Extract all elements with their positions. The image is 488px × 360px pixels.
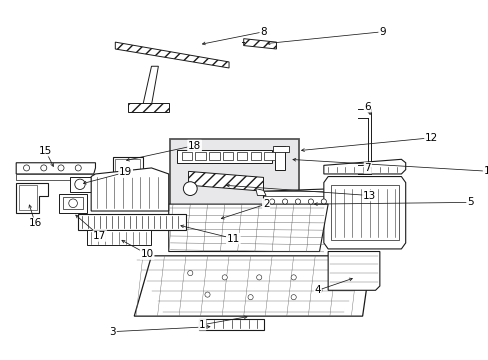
FancyBboxPatch shape xyxy=(169,139,298,216)
Circle shape xyxy=(269,199,274,204)
Polygon shape xyxy=(16,183,48,213)
Bar xyxy=(181,152,192,160)
Polygon shape xyxy=(134,256,370,316)
Polygon shape xyxy=(16,163,95,174)
Text: 3: 3 xyxy=(109,327,116,337)
Circle shape xyxy=(295,199,300,204)
Bar xyxy=(264,152,274,160)
Polygon shape xyxy=(115,159,140,189)
Circle shape xyxy=(282,199,287,204)
Polygon shape xyxy=(78,215,185,230)
Text: 13: 13 xyxy=(362,190,375,201)
Polygon shape xyxy=(274,147,285,170)
Circle shape xyxy=(75,165,81,171)
Circle shape xyxy=(290,294,296,300)
Circle shape xyxy=(222,275,227,280)
Bar xyxy=(250,152,261,160)
Circle shape xyxy=(23,165,29,171)
Text: 1: 1 xyxy=(199,320,205,330)
Circle shape xyxy=(41,165,47,171)
Polygon shape xyxy=(330,185,398,240)
Polygon shape xyxy=(263,189,340,208)
Polygon shape xyxy=(177,150,272,163)
Polygon shape xyxy=(323,176,405,249)
Polygon shape xyxy=(91,168,168,211)
Circle shape xyxy=(204,292,210,297)
Polygon shape xyxy=(263,191,340,195)
Bar xyxy=(195,152,205,160)
Polygon shape xyxy=(168,204,327,252)
Circle shape xyxy=(187,270,192,276)
Text: 19: 19 xyxy=(119,167,132,177)
Bar xyxy=(223,152,233,160)
Polygon shape xyxy=(16,174,94,180)
Text: 17: 17 xyxy=(93,231,106,241)
Polygon shape xyxy=(113,157,142,191)
Text: 4: 4 xyxy=(314,285,321,295)
Polygon shape xyxy=(115,42,228,68)
Polygon shape xyxy=(272,147,289,152)
Polygon shape xyxy=(87,230,151,246)
Circle shape xyxy=(321,199,326,204)
Polygon shape xyxy=(323,159,405,174)
Polygon shape xyxy=(59,194,87,213)
Circle shape xyxy=(308,199,313,204)
Circle shape xyxy=(58,165,64,171)
Text: 5: 5 xyxy=(466,197,473,207)
Circle shape xyxy=(183,182,197,195)
Circle shape xyxy=(75,179,85,189)
Text: 9: 9 xyxy=(378,27,385,37)
Circle shape xyxy=(316,288,322,293)
Text: 15: 15 xyxy=(39,146,52,156)
Circle shape xyxy=(69,199,77,208)
Text: 16: 16 xyxy=(28,218,41,228)
Text: 18: 18 xyxy=(187,140,201,150)
Polygon shape xyxy=(128,103,168,112)
Polygon shape xyxy=(243,39,276,49)
Text: 11: 11 xyxy=(226,234,240,244)
Circle shape xyxy=(247,294,253,300)
Text: 7: 7 xyxy=(364,163,370,173)
Polygon shape xyxy=(199,319,263,330)
Polygon shape xyxy=(19,185,37,210)
Bar xyxy=(209,152,219,160)
Text: 6: 6 xyxy=(364,102,370,112)
Polygon shape xyxy=(188,171,263,191)
Polygon shape xyxy=(327,252,379,290)
Text: 14: 14 xyxy=(483,166,488,176)
Circle shape xyxy=(256,275,261,280)
Text: 12: 12 xyxy=(424,133,437,143)
Polygon shape xyxy=(69,176,91,192)
Bar xyxy=(236,152,246,160)
Text: 10: 10 xyxy=(141,249,153,259)
Circle shape xyxy=(290,275,296,280)
Text: 2: 2 xyxy=(262,199,269,209)
Polygon shape xyxy=(255,189,265,195)
Text: 8: 8 xyxy=(260,27,266,37)
Polygon shape xyxy=(62,197,83,209)
Polygon shape xyxy=(142,66,158,105)
